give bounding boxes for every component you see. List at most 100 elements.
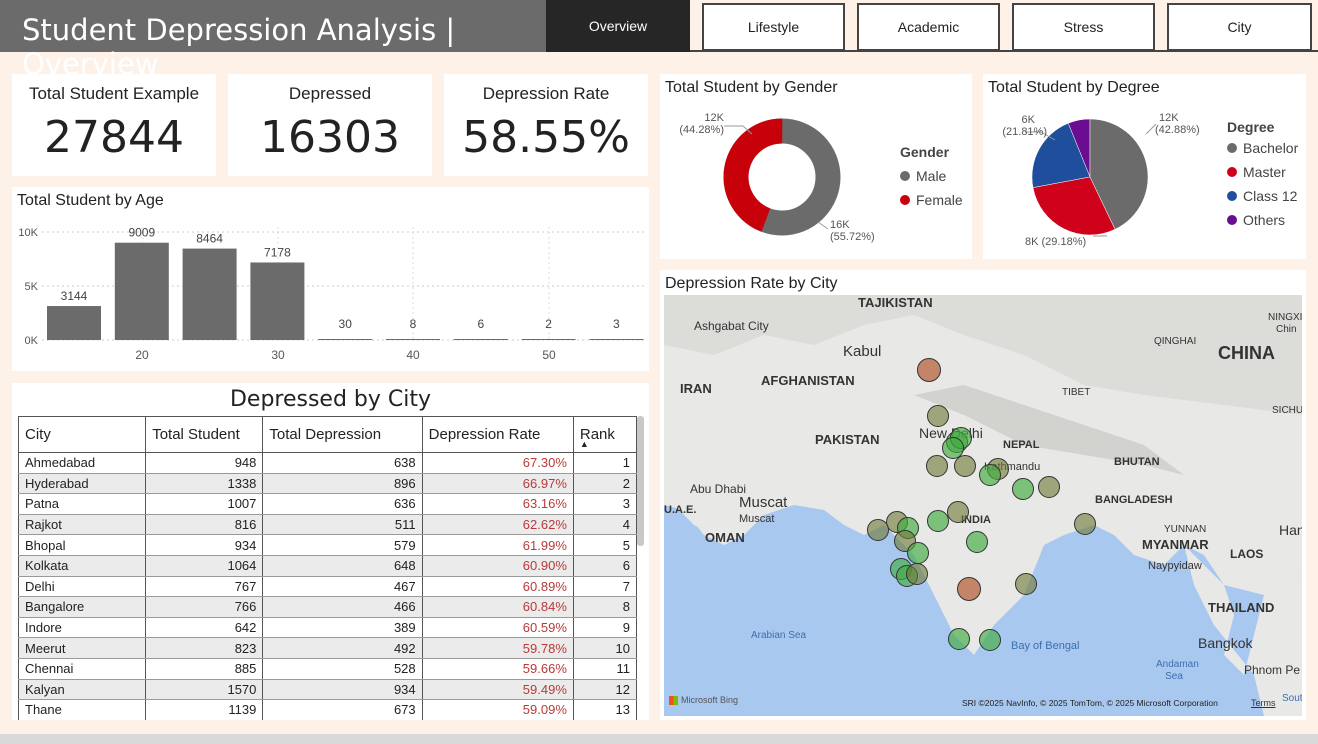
city-bubble[interactable] — [942, 437, 964, 459]
city-bubble[interactable] — [906, 563, 928, 585]
table-row[interactable]: Delhi 767 467 60.89% 7 — [17, 576, 638, 598]
tab-lifestyle[interactable]: Lifestyle — [702, 3, 845, 51]
terms-link[interactable]: Terms — [1251, 698, 1276, 708]
city-bubble[interactable] — [1012, 478, 1034, 500]
bing-logo: Microsoft Bing — [669, 695, 738, 705]
cell-total-student: 1338 — [145, 473, 264, 495]
col-header-depression-rate[interactable]: Depression Rate — [421, 416, 574, 453]
legend-label: Class 12 — [1243, 188, 1298, 204]
cell-rank: 6 — [572, 555, 638, 577]
map-label: Abu Dhabi — [690, 482, 747, 496]
cell-city: Chennai — [17, 658, 147, 680]
city-bubble[interactable] — [1015, 573, 1037, 595]
legend-item-master[interactable]: Master — [1227, 164, 1298, 180]
map-canvas[interactable]: TAJIKISTAN Ashgabat City Kabul IRAN AFGH… — [664, 295, 1302, 716]
city-bubble[interactable] — [947, 501, 969, 523]
col-header-rank[interactable]: Rank ▲ — [572, 416, 638, 453]
table-row[interactable]: Rajkot 816 511 62.62% 4 — [17, 514, 638, 536]
legend-label: Others — [1243, 212, 1286, 228]
city-bubble[interactable] — [957, 577, 981, 601]
tab-overview[interactable]: Overview — [546, 0, 690, 52]
tab-city[interactable]: City — [1167, 3, 1312, 51]
cell-total-student: 948 — [145, 452, 264, 474]
legend-item-male[interactable]: Male — [900, 168, 963, 184]
donut-slice-female — [723, 118, 841, 236]
col-header-total-student[interactable]: Total Student — [145, 416, 264, 453]
label-female-value: 12K — [704, 112, 724, 124]
label-male: 16K (55.72%) — [830, 219, 875, 243]
map-label: IRAN — [680, 381, 712, 396]
age-bar — [521, 339, 576, 340]
cell-total-depression: 673 — [262, 699, 423, 720]
legend-dot-icon — [1227, 215, 1237, 225]
cell-total-student: 885 — [145, 658, 264, 680]
legend-item-class12[interactable]: Class 12 — [1227, 188, 1298, 204]
city-bubble[interactable] — [966, 531, 988, 553]
legend-label: Female — [916, 192, 963, 208]
city-bubble[interactable] — [927, 510, 949, 532]
map-label: SICHUA — [1272, 405, 1302, 416]
table-row[interactable]: Thane 1139 673 59.09% 13 — [17, 699, 638, 720]
city-bubble[interactable] — [926, 455, 948, 477]
age-chart-card: Total Student by Age 10K 5K 0K 3144 9009 8464… — [12, 187, 649, 371]
legend-dot-icon — [1227, 143, 1237, 153]
cell-city: Rajkot — [17, 514, 147, 536]
label-class12-value: 6K — [1021, 114, 1035, 126]
table-body: Ahmedabad 948 638 67.30% 1 Hyderabad 1338 896 66… — [17, 452, 638, 720]
table-row[interactable]: Bhopal 934 579 61.99% 5 — [17, 534, 638, 556]
cell-depression-rate: 66.97% — [421, 473, 574, 495]
kpi-value: 16303 — [260, 112, 400, 163]
cell-depression-rate: 59.78% — [421, 637, 574, 659]
bottom-scrollbar[interactable] — [0, 734, 1318, 744]
legend-dot-icon — [1227, 191, 1237, 201]
cell-city: Bangalore — [17, 596, 147, 618]
legend-item-others[interactable]: Others — [1227, 212, 1298, 228]
chart-title: Total Student by Degree — [988, 79, 1160, 96]
col-header-city[interactable]: City — [17, 416, 147, 453]
city-bubble[interactable] — [1038, 476, 1060, 498]
city-bubble[interactable] — [927, 405, 949, 427]
city-bubble[interactable] — [954, 455, 976, 477]
col-header-total-depression[interactable]: Total Depression — [262, 416, 423, 453]
city-bubble[interactable] — [867, 519, 889, 541]
x-tick-label: 40 — [406, 348, 420, 362]
tab-stress[interactable]: Stress — [1012, 3, 1155, 51]
cell-city: Kalyan — [17, 679, 147, 701]
city-bubble[interactable] — [979, 464, 1001, 486]
table-row[interactable]: Hyderabad 1338 896 66.97% 2 — [17, 473, 638, 495]
table-row[interactable]: Indore 642 389 60.59% 9 — [17, 617, 638, 639]
city-table: City Total Student Total Depression Depr… — [17, 416, 638, 720]
table-row[interactable]: Patna 1007 636 63.16% 3 — [17, 493, 638, 515]
cell-rank: 3 — [572, 493, 638, 515]
bar-data-label: 2 — [545, 317, 552, 331]
city-bubble[interactable] — [917, 358, 941, 382]
label-male-value: 16K — [830, 219, 850, 231]
legend-dot-icon — [900, 171, 910, 181]
pie-slice-bachelor — [1089, 118, 1149, 230]
table-row[interactable]: Meerut 823 492 59.78% 10 — [17, 637, 638, 659]
cell-rank: 2 — [572, 473, 638, 495]
table-row[interactable]: Chennai 885 528 59.66% 11 — [17, 658, 638, 680]
cell-depression-rate: 67.30% — [421, 452, 574, 474]
table-row[interactable]: Ahmedabad 948 638 67.30% 1 — [17, 452, 638, 474]
table-row[interactable]: Kalyan 1570 934 59.49% 12 — [17, 679, 638, 701]
cell-depression-rate: 61.99% — [421, 534, 574, 556]
city-bubble[interactable] — [979, 629, 1001, 651]
city-table-card: Depressed by City City Total Student Tot… — [12, 383, 649, 720]
map-label: NINGXIA — [1268, 312, 1302, 323]
table-scrollbar[interactable] — [637, 416, 644, 546]
chart-title: Total Student by Age — [17, 192, 164, 209]
legend-item-female[interactable]: Female — [900, 192, 963, 208]
city-bubble[interactable] — [907, 542, 929, 564]
city-bubble[interactable] — [948, 628, 970, 650]
x-tick-label: 20 — [135, 348, 149, 362]
cell-rank: 11 — [572, 658, 638, 680]
tab-academic[interactable]: Academic — [857, 3, 1000, 51]
legend-item-bachelor[interactable]: Bachelor — [1227, 140, 1298, 156]
kpi-label: Depressed — [288, 84, 372, 103]
table-row[interactable]: Bangalore 766 466 60.84% 8 — [17, 596, 638, 618]
label-female-pct: (44.28%) — [679, 124, 724, 136]
label-bachelor-pct: (42.88%) — [1155, 124, 1200, 136]
city-bubble[interactable] — [1074, 513, 1096, 535]
table-row[interactable]: Kolkata 1064 648 60.90% 6 — [17, 555, 638, 577]
